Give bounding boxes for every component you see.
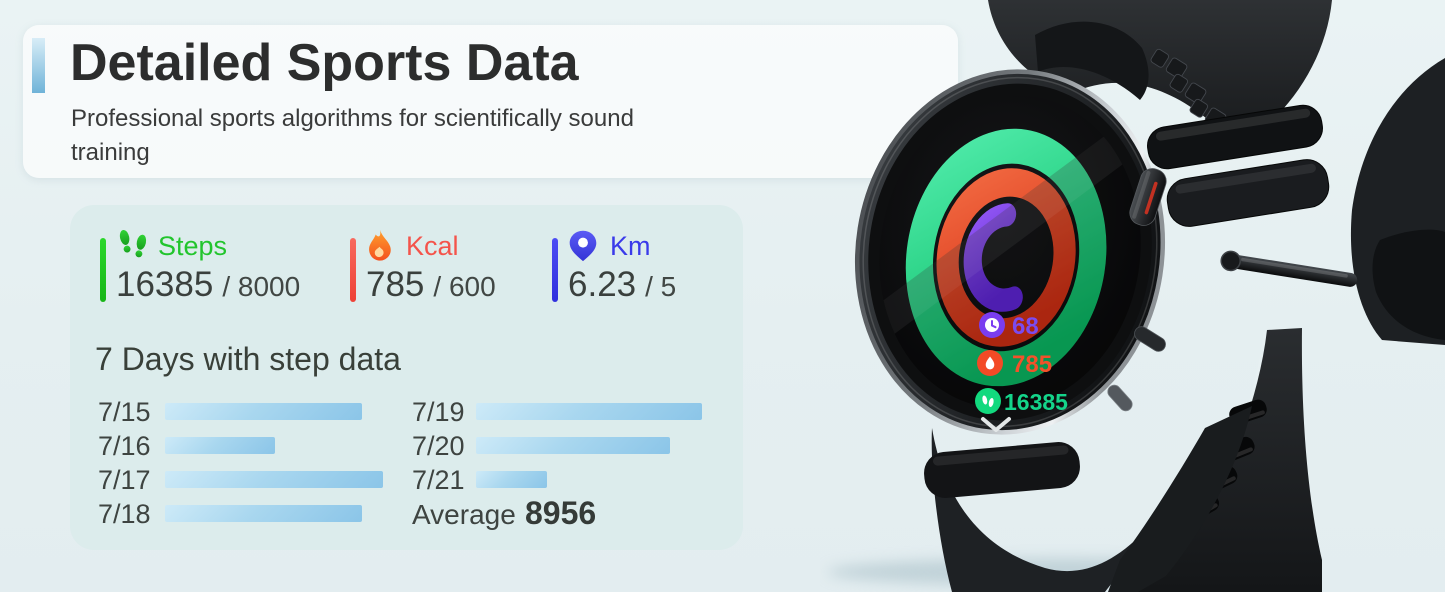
steps-accent-bar	[100, 238, 106, 302]
kcal-value: 785	[366, 265, 425, 304]
day-bar	[476, 471, 547, 488]
watch-case	[854, 69, 1166, 435]
day-label: 7/16	[98, 431, 151, 461]
strap-keeper-loop	[1166, 159, 1330, 227]
steps-label: Steps	[158, 231, 228, 261]
minutes-ring	[963, 203, 1023, 312]
day-label: 7/18	[98, 499, 151, 529]
smartwatch-photo: 68 785 16385	[827, 0, 1445, 592]
footprints-icon	[119, 229, 147, 258]
page-subtitle: Professional sports algorithms for scien…	[71, 105, 634, 166]
km-value: 6.23	[568, 265, 637, 304]
strap-keeper-loop	[1147, 104, 1323, 170]
drop-icon	[977, 350, 1003, 376]
average-label: Average	[412, 499, 516, 530]
day-bar	[165, 403, 362, 420]
watch-screen-metrics: 68 785 16385	[975, 312, 1068, 432]
average-value: 8956	[525, 495, 597, 531]
steps-goal: / 8000	[222, 271, 301, 302]
footprints-icon	[975, 388, 1001, 414]
watch-side-button	[1107, 384, 1133, 412]
flame-icon	[369, 229, 391, 261]
day-label: 7/15	[98, 397, 151, 427]
watch-side-button	[1134, 326, 1166, 352]
title-accent-bar	[32, 38, 45, 93]
steps-screen-value: 16385	[1004, 389, 1068, 415]
day-bar	[476, 437, 670, 454]
buckle-pin	[1220, 250, 1358, 287]
km-value-row: 6.23 / 5	[568, 265, 676, 305]
steps-value-row: 16385 / 8000	[116, 265, 300, 305]
km-goal: / 5	[645, 271, 677, 302]
day-label: 7/19	[412, 397, 465, 427]
kcal-label: Kcal	[406, 231, 459, 261]
steps-value: 16385	[116, 265, 214, 304]
day-bar	[476, 403, 702, 420]
title-panel	[23, 25, 958, 178]
page-title: Detailed Sports Data	[70, 34, 579, 92]
location-pin-icon	[569, 230, 597, 262]
step-chart-heading: 7 Days with step data	[95, 341, 401, 377]
day-label: 7/17	[98, 465, 151, 495]
day-bar	[165, 471, 383, 488]
day-bar	[165, 437, 275, 454]
kcal-goal: / 600	[433, 271, 496, 302]
sports-data-card: Steps 16385 / 8000 Kcal 785 / 600 Km	[70, 205, 743, 550]
chevron-down-icon	[981, 417, 1011, 432]
day-label: 7/21	[412, 465, 465, 495]
kcal-screen-value: 785	[1012, 351, 1052, 378]
km-accent-bar	[552, 238, 558, 302]
kcal-value-row: 785 / 600	[366, 265, 496, 305]
watch-strap-right	[1220, 58, 1445, 345]
watch-lug	[1035, 21, 1149, 100]
clock-icon	[979, 312, 1005, 338]
kcal-accent-bar	[350, 238, 356, 302]
day-label: 7/20	[412, 431, 465, 461]
minutes-value: 68	[1012, 313, 1039, 340]
day-bar	[165, 505, 362, 522]
km-label: Km	[610, 231, 651, 261]
watch-crown	[1129, 168, 1167, 226]
watch-strap-bottom	[924, 406, 1252, 592]
